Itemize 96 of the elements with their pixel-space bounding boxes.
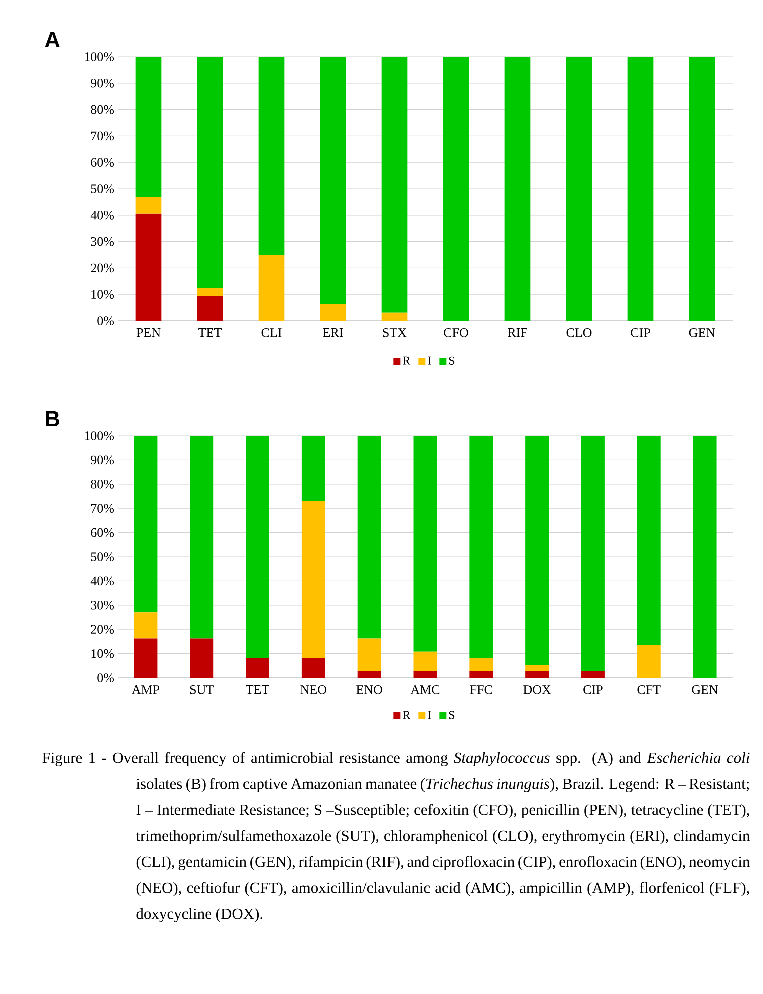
y-tick-label: 70% (92, 132, 114, 141)
x-tick-label: CIP (631, 328, 650, 338)
bar (197, 296, 224, 322)
x-tick-label: ERI (323, 328, 344, 338)
bar (526, 436, 550, 665)
y-tick-label: 40% (90, 211, 114, 220)
bar (136, 57, 162, 198)
y-tick-label: 10% (92, 290, 114, 300)
bar (693, 436, 717, 678)
bar (302, 501, 326, 658)
bar (414, 671, 438, 678)
y-tick-label: 60% (91, 158, 114, 168)
x-tick-label: CFT (638, 686, 661, 694)
text: Figure 1 - Overall frequency of antimicrobial resistance among Staphylococcus spp. (A) and Escherichia coli isolates (B) from captive Amazonian manatee (Trichechus inunguis), Brazil. Legend: R – Resistant; I – Intermediate Resistance; S –Susceptible; cefoxitin (CFO), penicillin (PEN), tetracycline (TET), trimethoprim/sulfamethoxazole (SUT), chloramphenicol (CLO), erythromycin (ERI), clindamycin (CLI), gentamicin (GEN), rifampicin (RIF), and ciprofloxacin (CIP), enrofloxacin (ENO), neomycin (NEO), ceftiofur (CFT), amoxicillin/clavulanic acid (AMC), ampicillin (AMP), florfenicol (FLF), doxycycline (DOX). (42, 752, 750, 922)
bar (197, 57, 224, 288)
bar (581, 671, 605, 678)
x-tick-label: GEN (692, 686, 718, 694)
bar (443, 57, 470, 322)
bar (414, 436, 438, 652)
bar (136, 214, 162, 322)
bar (134, 612, 158, 639)
legend-label: R (403, 356, 411, 365)
y-tick-label: 20% (91, 625, 114, 634)
y-tick-label: 90% (91, 79, 114, 88)
y-tick-label: 20% (91, 264, 114, 273)
y-tick-label: 10% (92, 649, 114, 658)
bar (134, 436, 158, 613)
x-tick-label: SUT (190, 686, 214, 694)
x-tick-label: AMP (132, 686, 160, 694)
bar (302, 436, 326, 502)
bar (197, 288, 224, 296)
legend-label: S (449, 711, 455, 720)
bar (302, 658, 326, 678)
y-tick-label: 30% (91, 237, 114, 246)
x-tick-label: DOX (524, 686, 552, 694)
y-tick-label: 0% (98, 674, 114, 682)
y-tick-label: 80% (91, 105, 114, 114)
bar (258, 255, 285, 322)
x-tick-label: CLO (566, 328, 592, 338)
bar (136, 197, 162, 214)
bar (358, 436, 382, 639)
y-tick-label: 50% (91, 552, 114, 562)
y-tick-label: 50% (91, 184, 114, 194)
bar (320, 304, 346, 322)
bar (581, 436, 605, 672)
chart-title: A (45, 32, 60, 48)
legend-label: S (449, 356, 455, 365)
bar (637, 436, 661, 646)
bar (526, 664, 550, 672)
x-tick-label: CFO (444, 328, 468, 338)
y-tick-label: 60% (91, 528, 114, 538)
bar (190, 638, 214, 678)
y-tick-label: 40% (90, 576, 114, 586)
bar (258, 57, 285, 256)
bar (134, 638, 158, 678)
x-tick-label: TET (246, 686, 270, 694)
x-tick-label: CLI (262, 328, 282, 338)
legend-label: R (403, 711, 411, 720)
bar (526, 671, 550, 678)
bar (358, 638, 382, 672)
x-tick-label: PEN (136, 328, 161, 338)
x-tick-label: STX (383, 328, 407, 338)
y-tick-label: 30% (91, 601, 114, 610)
x-tick-label: ENO (356, 686, 382, 694)
bar (320, 57, 346, 304)
chart-title: B (46, 411, 60, 426)
bar (358, 671, 382, 678)
bar (628, 57, 654, 322)
bar (470, 658, 494, 672)
y-tick-label: 70% (92, 504, 114, 514)
bar (504, 57, 531, 322)
y-tick-label: 100% (85, 432, 114, 440)
bar (382, 57, 408, 313)
y-tick-label: 80% (91, 480, 114, 489)
bar (414, 652, 438, 672)
y-tick-label: 90% (91, 456, 114, 465)
bar (566, 57, 592, 322)
bar (689, 57, 716, 322)
y-tick-label: 0% (98, 316, 114, 326)
bar (382, 312, 408, 322)
x-tick-label: AMC (410, 686, 440, 694)
x-tick-label: FFC (470, 686, 492, 694)
x-tick-label: TET (198, 328, 222, 338)
y-tick-label: 100% (85, 52, 114, 62)
bar (190, 436, 214, 639)
x-tick-label: GEN (689, 328, 716, 338)
bar (246, 658, 270, 678)
x-tick-label: RIF (508, 328, 528, 338)
x-tick-label: NEO (300, 686, 327, 694)
legend-label: I (428, 711, 432, 720)
bar (246, 436, 270, 658)
x-tick-label: CIP (584, 686, 603, 694)
bar (470, 671, 494, 678)
bar (637, 645, 661, 678)
legend-label: I (428, 356, 432, 365)
bar (470, 436, 494, 658)
